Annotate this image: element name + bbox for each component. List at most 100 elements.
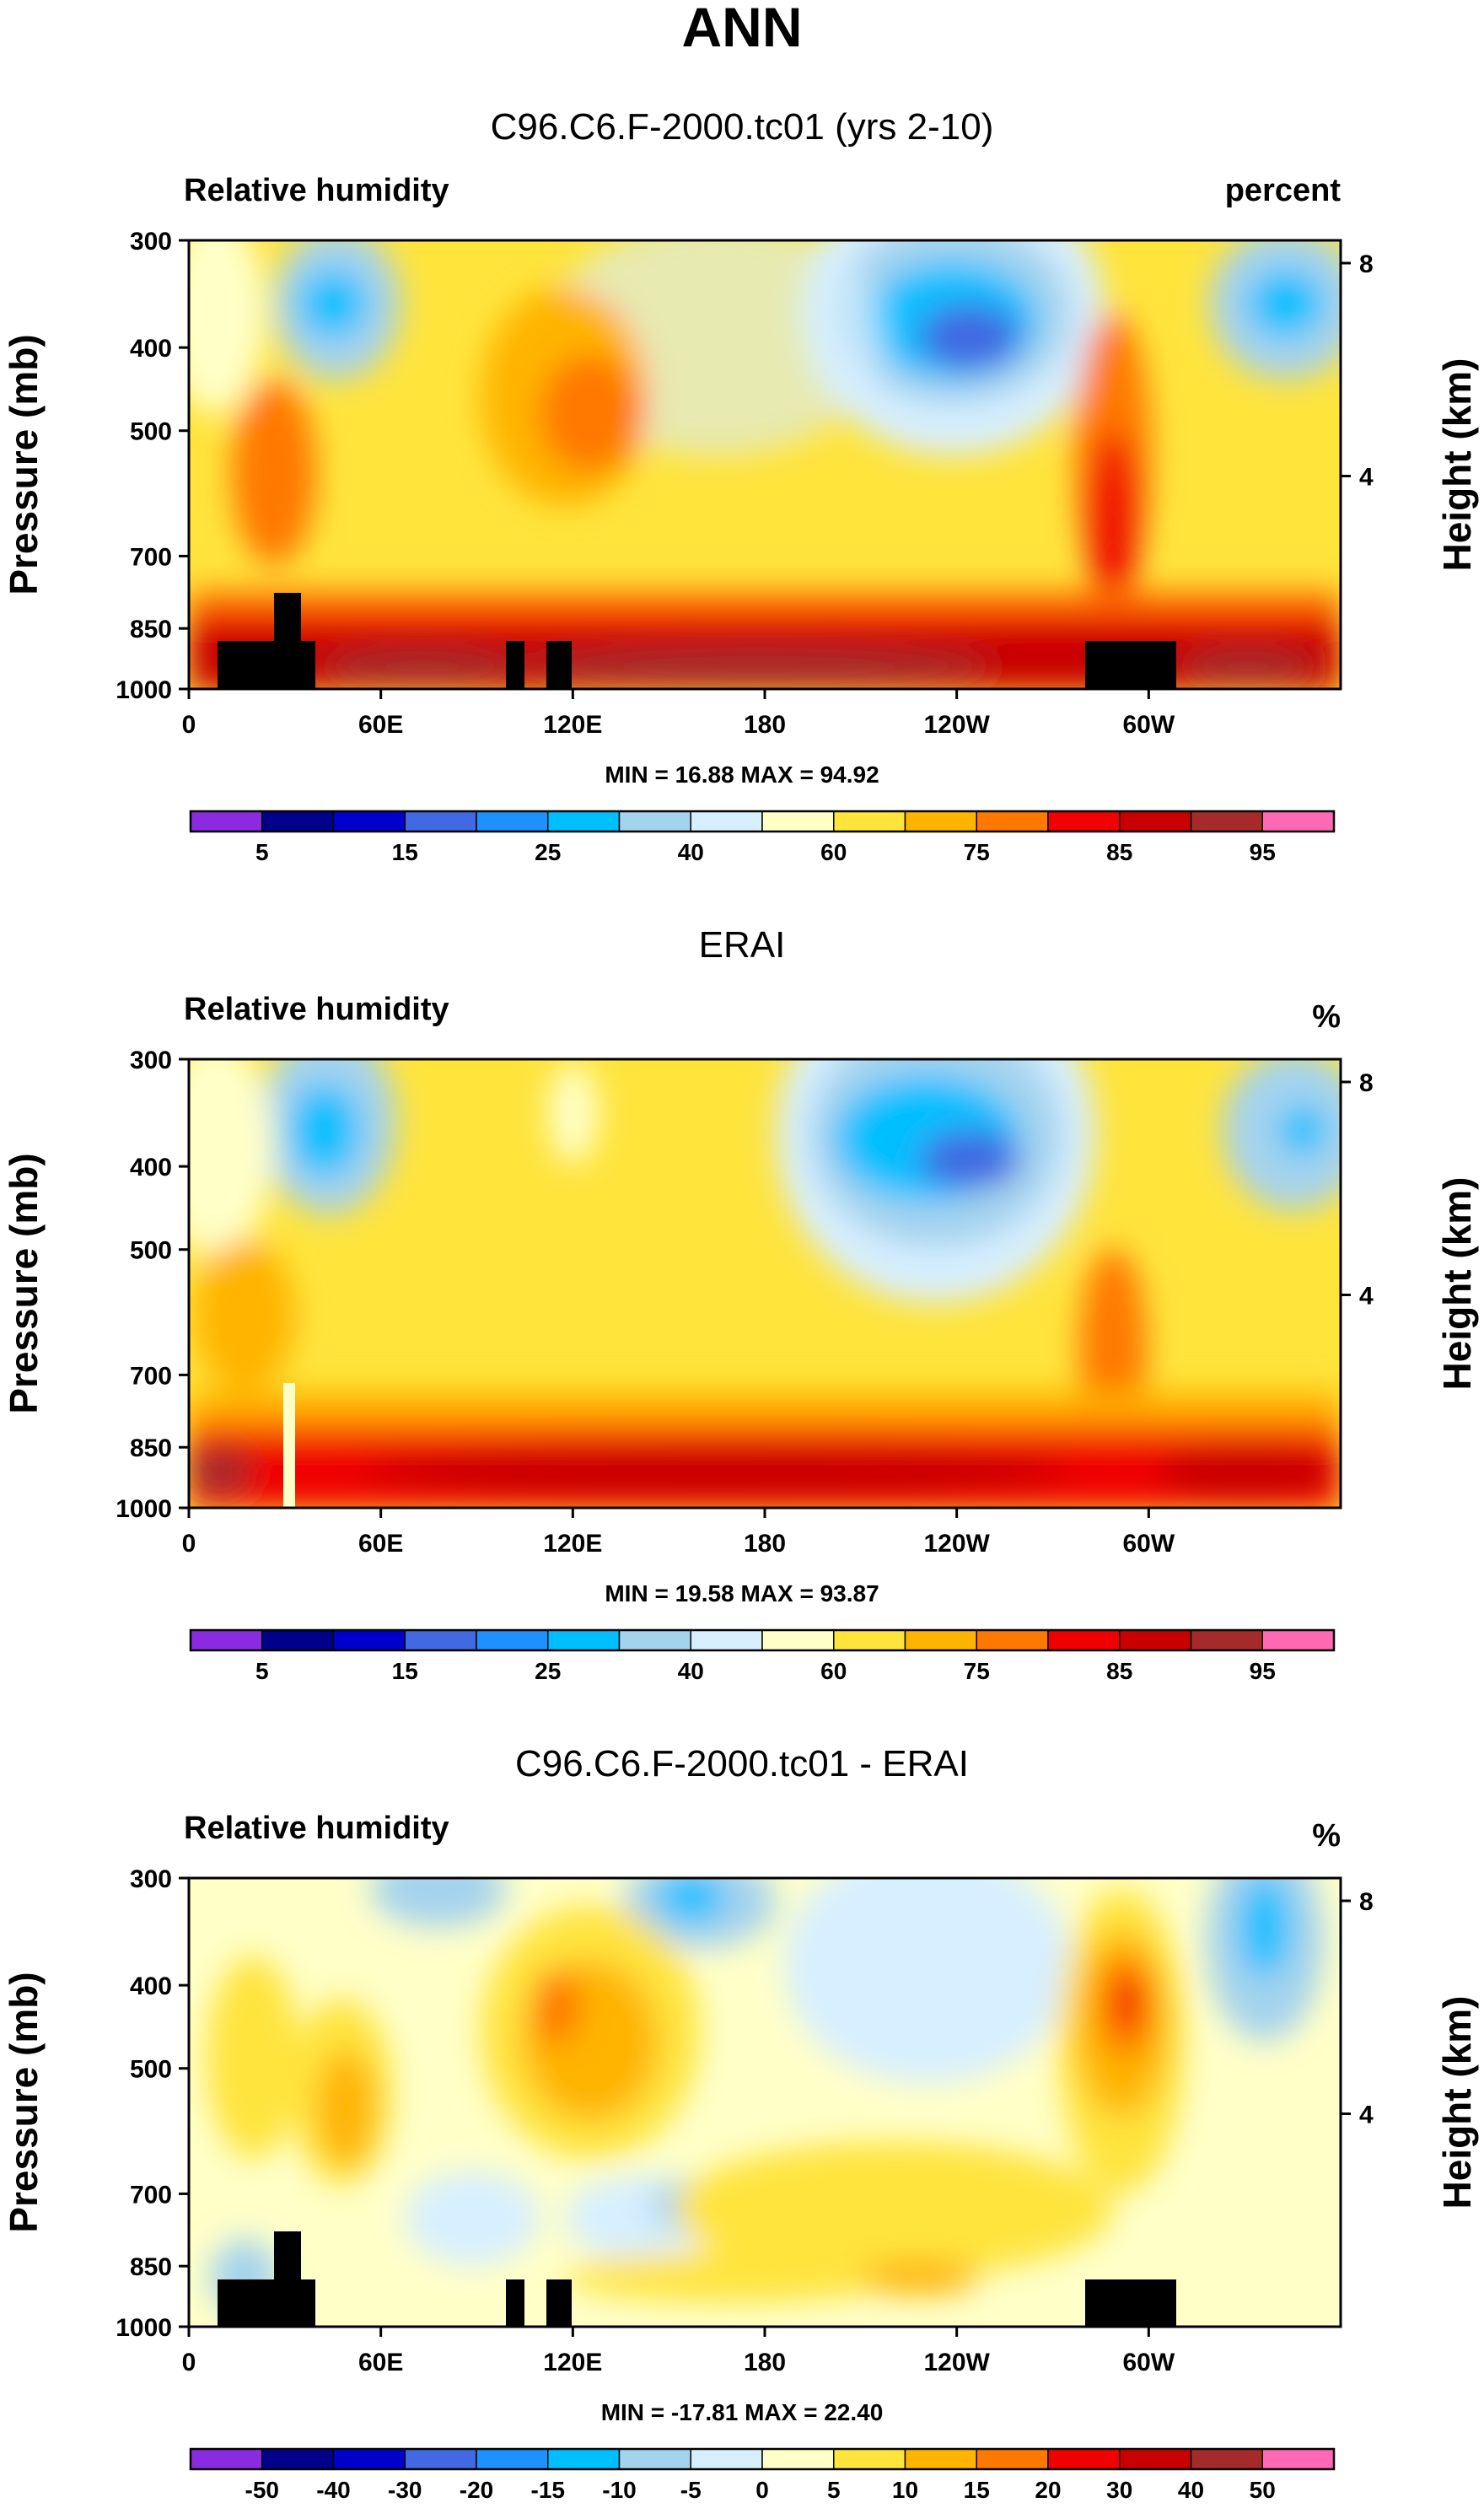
- panel-2-title: ERAI: [699, 924, 786, 966]
- colorbar-swatch: [332, 2448, 406, 2470]
- colorbar-swatch: [261, 1629, 335, 1651]
- colorbar-label: 50: [1250, 2477, 1276, 2503]
- y-tick-label: 700: [130, 543, 172, 571]
- x-tick-label: 120W: [923, 2349, 990, 2376]
- y-tick-label: 500: [130, 1237, 172, 1265]
- colorbar-label: 75: [964, 839, 990, 865]
- colorbar-label: 95: [1250, 839, 1276, 865]
- y2-tick-label: 4: [1359, 2102, 1374, 2129]
- panel-2-left-label: Relative humidity: [184, 992, 449, 1027]
- y-tick-label: 400: [130, 335, 172, 363]
- colorbar-swatch: [476, 2448, 549, 2470]
- colorbar-label: -15: [531, 2477, 565, 2503]
- colorbar-label: 75: [964, 1658, 990, 1684]
- colorbar-swatch: [690, 2448, 763, 2470]
- panel-3-left-label: Relative humidity: [184, 1811, 449, 1846]
- colorbar-swatch: [976, 1629, 1049, 1651]
- x-tick-label: 120E: [543, 711, 602, 739]
- y-tick-label: 300: [130, 228, 172, 256]
- x-tick-label: 120W: [923, 1530, 990, 1558]
- colorbar-swatch: [476, 810, 549, 832]
- colorbar-swatch: [1261, 1629, 1335, 1651]
- panel-1-colorbar: 5 15 25 40 60 75 85 95: [189, 810, 1336, 865]
- panel-1: C96.C6.F-2000.tc01 (yrs 2-10) Relative h…: [2, 106, 1479, 865]
- colorbar-swatch: [833, 1629, 906, 1651]
- colorbar-label: -5: [680, 2477, 702, 2503]
- y-tick-label: 850: [130, 1434, 172, 1462]
- colorbar-swatch: [618, 810, 691, 832]
- panel-3-contour-field: [189, 1878, 1341, 2327]
- colorbar-label: 10: [892, 2477, 918, 2503]
- panel-3-colorbar: -50 -40 -30 -20 -15 -10 -5 0 5 10 15 20 30 40 50: [189, 2447, 1336, 2503]
- colorbar-swatch: [1119, 810, 1192, 832]
- x-tick-label: 60W: [1122, 2349, 1175, 2376]
- colorbar-label: 95: [1250, 1658, 1276, 1684]
- colorbar-swatch: [332, 1629, 406, 1651]
- panel-1-title: C96.C6.F-2000.tc01 (yrs 2-10): [491, 106, 994, 148]
- figure-title: ANN: [682, 0, 803, 58]
- colorbar-label: 5: [255, 839, 269, 865]
- colorbar-swatch: [904, 810, 977, 832]
- colorbar-swatch: [1190, 810, 1263, 832]
- colorbar-swatch: [904, 1629, 977, 1651]
- colorbar-swatch: [618, 2448, 691, 2470]
- colorbar-label: 25: [535, 1658, 561, 1684]
- y-tick-label: 850: [130, 2253, 172, 2281]
- colorbar-label: 85: [1106, 1658, 1132, 1684]
- panel-2-right-label: %: [1312, 999, 1341, 1035]
- colorbar-swatch: [1190, 2448, 1263, 2470]
- y-axis-title: Pressure (mb): [2, 1972, 46, 2232]
- colorbar-swatch: [1190, 1629, 1263, 1651]
- x-tick-label: 180: [744, 1530, 786, 1558]
- x-tick-label: 60W: [1122, 1530, 1175, 1558]
- colorbar-label: 5: [255, 1658, 269, 1684]
- colorbar-swatch: [190, 1629, 263, 1651]
- y-tick-label: 850: [130, 616, 172, 643]
- colorbar-label: 40: [1178, 2477, 1204, 2503]
- panel-1-terrain: [218, 593, 1176, 689]
- panel-3: C96.C6.F-2000.tc01 - ERAI Relative humid…: [2, 1743, 1479, 2503]
- x-tick-label: 120W: [923, 711, 990, 739]
- colorbar-frame: [189, 1628, 1336, 1652]
- colorbar-swatch: [904, 2448, 977, 2470]
- x-tick-label: 60E: [358, 1530, 403, 1558]
- colorbar-label: 25: [535, 839, 561, 865]
- colorbar-label: 60: [820, 1658, 847, 1684]
- colorbar-label: 20: [1035, 2477, 1061, 2503]
- colorbar-swatch: [1119, 1629, 1192, 1651]
- y2-tick-label: 8: [1359, 250, 1374, 278]
- panel-2: ERAI Relative humidity %: [2, 924, 1479, 1684]
- colorbar-label: -10: [602, 2477, 636, 2503]
- colorbar-label: 40: [678, 1658, 704, 1684]
- y2-axis-title: Height (km): [1435, 1996, 1479, 2209]
- panel-1-stats: MIN = 16.88 MAX = 94.92: [605, 762, 879, 788]
- panel-1-left-label: Relative humidity: [184, 173, 449, 208]
- y-tick-label: 700: [130, 2181, 172, 2209]
- panel-3-axes: 0 60E 120E 180 120W 60W 300 400 500 700 850 1000 8 4 P…: [2, 1865, 1479, 2376]
- panel-2-colorbar: 5 15 25 40 60 75 85 95: [189, 1628, 1336, 1684]
- colorbar-frame: [189, 810, 1336, 833]
- colorbar-swatch: [761, 2448, 835, 2470]
- y-tick-label: 700: [130, 1362, 172, 1390]
- colorbar-swatch: [1261, 2448, 1335, 2470]
- panel-2-contour-field: [189, 1059, 1341, 1508]
- colorbar-label: -50: [245, 2477, 279, 2503]
- colorbar-swatch: [547, 1629, 621, 1651]
- y-axis-title: Pressure (mb): [2, 334, 46, 595]
- y-tick-label: 1000: [116, 1495, 172, 1523]
- x-tick-label: 60W: [1122, 711, 1175, 739]
- y-axis-title: Pressure (mb): [2, 1153, 46, 1413]
- x-tick-label: 60E: [358, 711, 403, 739]
- panel-3-stats: MIN = -17.81 MAX = 22.40: [601, 2399, 884, 2425]
- colorbar-label: 15: [392, 839, 418, 865]
- y-tick-label: 1000: [116, 676, 172, 704]
- colorbar-swatch: [261, 2448, 335, 2470]
- panel-2-stats: MIN = 19.58 MAX = 93.87: [605, 1580, 879, 1607]
- x-tick-label: 120E: [543, 2349, 602, 2376]
- y-tick-label: 400: [130, 1972, 172, 2000]
- colorbar-label: 85: [1106, 839, 1132, 865]
- y2-tick-label: 4: [1359, 1283, 1374, 1311]
- x-tick-label: 0: [182, 711, 196, 739]
- colorbar-swatch: [404, 1629, 477, 1651]
